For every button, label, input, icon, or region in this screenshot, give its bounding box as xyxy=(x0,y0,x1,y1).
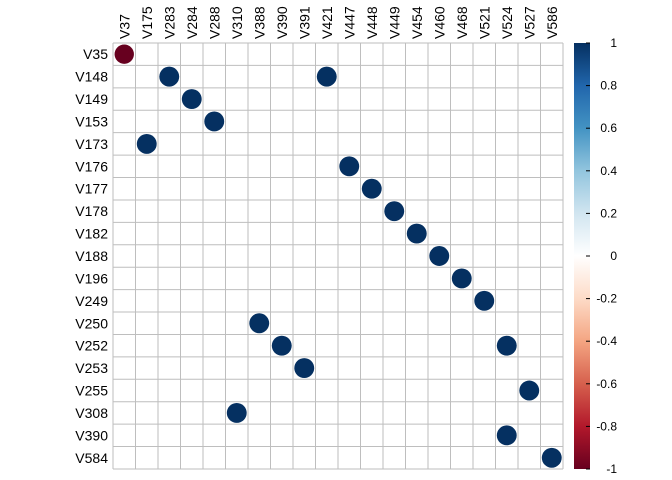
column-label: V460 xyxy=(431,6,447,39)
correlation-circle xyxy=(339,156,360,177)
correlation-circle xyxy=(406,223,427,244)
correlation-circle xyxy=(361,178,382,199)
colorbar-tick-label: -0.6 xyxy=(596,377,617,391)
row-label: V149 xyxy=(75,91,108,107)
column-label: V388 xyxy=(251,6,267,39)
row-label: V182 xyxy=(75,226,108,242)
row-label: V173 xyxy=(75,136,108,152)
colorbar xyxy=(574,43,590,469)
correlation-circle xyxy=(204,111,225,132)
correlation-cells xyxy=(114,44,562,468)
column-label: V527 xyxy=(521,6,537,39)
colorbar-tick-label: 0 xyxy=(610,249,617,263)
correlation-circle xyxy=(451,268,472,289)
colorbar-tick-label: -0.2 xyxy=(596,292,617,306)
row-label: V584 xyxy=(75,450,108,466)
colorbar-gradient xyxy=(574,43,590,469)
row-labels: V35 V148 V149 V153 V173 V176 V177 V178 V182 V188 V… xyxy=(75,46,108,466)
column-label: V524 xyxy=(499,6,515,39)
column-label: V449 xyxy=(386,6,402,39)
column-label: V447 xyxy=(341,6,357,39)
colorbar-tick-label: 0.4 xyxy=(600,164,617,178)
correlation-circle xyxy=(249,313,270,334)
row-label: V188 xyxy=(75,248,108,264)
colorbar-tick-label: -0.4 xyxy=(596,334,617,348)
column-label: V284 xyxy=(184,6,200,39)
row-label: V253 xyxy=(75,360,108,376)
grid xyxy=(112,42,564,470)
correlation-circle xyxy=(496,335,517,356)
colorbar-tick-labels: 1 0.8 0.6 0.4 0.2 0 -0.2 -0.4 -0.6 -0.8 -1 xyxy=(586,36,617,476)
column-label: V391 xyxy=(296,6,312,39)
correlation-circle xyxy=(271,335,292,356)
correlation-circle xyxy=(496,425,517,446)
column-label: V521 xyxy=(476,6,492,39)
correlation-circle xyxy=(316,66,337,87)
colorbar-tick-label: 0.6 xyxy=(600,121,617,135)
row-label: V249 xyxy=(75,293,108,309)
column-label: V390 xyxy=(274,6,290,39)
correlation-circle xyxy=(519,380,540,401)
colorbar-tick-label: 1 xyxy=(610,36,617,50)
column-label: V37 xyxy=(116,14,132,39)
colorbar-tick-label: 0.2 xyxy=(600,206,617,220)
colorbar-tick-label: -1 xyxy=(606,462,617,476)
correlation-circle xyxy=(294,358,315,379)
correlation-circle xyxy=(384,201,405,222)
column-label: V288 xyxy=(206,6,222,39)
column-labels: V37 V175 V283 V284 V288 V310 V388 V390 V391 V421 V… xyxy=(116,6,560,39)
row-label: V176 xyxy=(75,158,108,174)
correlation-circle xyxy=(181,89,202,110)
correlation-circle xyxy=(159,66,180,87)
correlation-circle xyxy=(136,133,157,154)
correlation-circle xyxy=(474,290,495,311)
column-label: V175 xyxy=(139,6,155,39)
column-label: V586 xyxy=(544,6,560,39)
correlation-circle xyxy=(429,246,450,266)
row-label: V148 xyxy=(75,69,108,85)
row-label: V250 xyxy=(75,315,108,331)
column-label: V310 xyxy=(229,6,245,39)
row-label: V177 xyxy=(75,181,108,197)
column-label: V448 xyxy=(364,6,380,39)
correlation-circle xyxy=(114,44,134,64)
correlation-circle xyxy=(226,402,247,423)
row-label: V35 xyxy=(83,46,108,62)
column-label: V421 xyxy=(319,6,335,39)
row-label: V196 xyxy=(75,270,108,286)
row-label: V178 xyxy=(75,203,108,219)
column-label: V283 xyxy=(161,6,177,39)
column-label: V454 xyxy=(409,6,425,39)
row-label: V252 xyxy=(75,338,108,354)
row-label: V308 xyxy=(75,405,108,421)
correlation-circle xyxy=(541,447,562,468)
colorbar-tick-label: 0.8 xyxy=(600,79,617,93)
row-label: V255 xyxy=(75,383,108,399)
row-label: V153 xyxy=(75,113,108,129)
column-label: V468 xyxy=(454,6,470,39)
row-label: V390 xyxy=(75,427,108,443)
colorbar-tick-label: -0.8 xyxy=(596,419,617,433)
